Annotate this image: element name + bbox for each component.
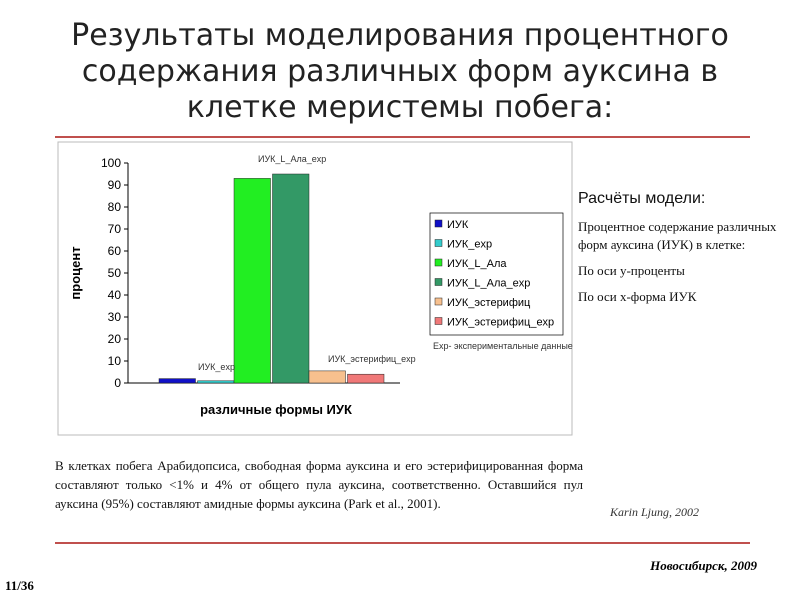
y-tick-label: 20	[108, 332, 122, 346]
y-tick-label: 0	[114, 376, 121, 390]
y-axis-label: процент	[68, 246, 83, 299]
slide-title: Результаты моделирования процентного сод…	[0, 18, 800, 126]
legend-label: ИУК	[447, 219, 469, 231]
bar	[158, 378, 196, 384]
divider	[55, 136, 750, 138]
y-tick-label: 40	[108, 288, 122, 302]
source: Karin Ljung, 2002	[610, 505, 700, 519]
side-line: По оси y-проценты	[578, 263, 685, 278]
y-tick-label: 60	[108, 244, 122, 258]
y-tick-label: 10	[108, 354, 122, 368]
legend-box	[429, 212, 564, 336]
legend-label: ИУК_эстерифиц_exp	[447, 317, 554, 329]
legend-label: ИУК_L_Ала_exp	[447, 278, 530, 290]
divider	[55, 542, 750, 544]
note: Exp- экспериментальные данные	[433, 341, 573, 351]
page-number: 11/36	[5, 578, 34, 593]
title-line: клетке меристемы побега:	[186, 90, 614, 125]
y-tick-label: 90	[108, 178, 122, 192]
legend-label: ИУК_эстерифиц	[447, 297, 531, 309]
legend-label: ИУК_exp	[447, 239, 492, 251]
side-line: По оси x-форма ИУК	[578, 289, 697, 304]
bar	[347, 373, 385, 384]
legend-swatch	[434, 258, 443, 267]
bar	[308, 370, 346, 384]
legend-swatch	[434, 297, 443, 306]
y-tick-label: 70	[108, 222, 122, 236]
bar	[233, 178, 271, 384]
legend-swatch	[434, 317, 443, 325]
y-tick-label: 100	[101, 156, 121, 170]
x-axis-label: различные формы ИУК	[200, 402, 352, 417]
legend-swatch	[434, 219, 443, 228]
paragraph: В клетках побега Арабидопсиса, свободная…	[55, 458, 583, 511]
side-line: Процентное содержание различных форм аук…	[578, 219, 777, 252]
bar	[197, 380, 235, 384]
y-tick-label: 50	[108, 266, 122, 280]
annotation: ИУК_эстерифиц_exp	[328, 354, 416, 364]
title-line: содержания различных форм ауксина в	[81, 54, 719, 89]
legend-swatch	[434, 239, 443, 247]
title-line: Результаты моделирования процентного	[71, 18, 729, 53]
footer: Новосибирск, 2009	[650, 558, 757, 573]
annotation: ИУК_L_Ала_exp	[258, 154, 326, 164]
side-heading: Расчёты модели:	[578, 190, 706, 207]
annotation: ИУК_exp	[198, 362, 235, 372]
bar	[272, 173, 310, 384]
legend-label: ИУК_L_Ала	[447, 258, 507, 270]
y-tick-label: 30	[108, 310, 122, 324]
legend-swatch	[434, 278, 443, 286]
side-panel: Расчёты модели: Процентное содержание ра…	[578, 190, 793, 314]
y-tick-label: 80	[108, 200, 122, 214]
